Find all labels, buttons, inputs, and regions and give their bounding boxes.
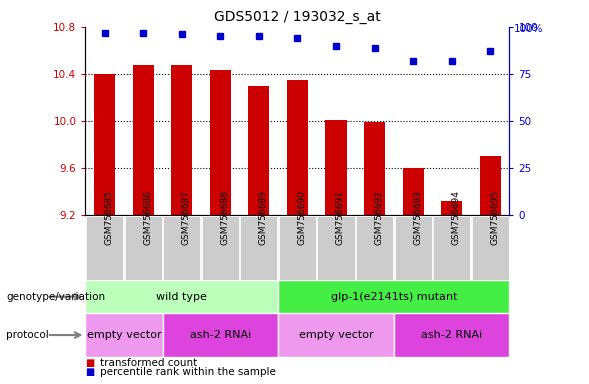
- Bar: [278, 280, 509, 313]
- Text: GSM756692: GSM756692: [375, 190, 383, 245]
- Text: genotype/variation: genotype/variation: [6, 291, 105, 302]
- Text: GSM756685: GSM756685: [105, 190, 114, 245]
- Text: percentile rank within the sample: percentile rank within the sample: [100, 367, 276, 377]
- Bar: [163, 313, 278, 357]
- Bar: [433, 216, 470, 280]
- Bar: [133, 65, 154, 215]
- Bar: [85, 313, 163, 357]
- Bar: [441, 201, 462, 215]
- Text: GSM756691: GSM756691: [336, 190, 345, 245]
- Bar: [249, 86, 270, 215]
- Bar: [364, 122, 385, 215]
- Bar: [395, 216, 432, 280]
- Bar: [202, 216, 239, 280]
- Bar: [402, 168, 423, 215]
- Bar: [394, 313, 509, 357]
- Bar: [356, 216, 393, 280]
- Bar: [86, 216, 123, 280]
- Bar: [240, 216, 277, 280]
- Bar: [317, 216, 355, 280]
- Text: GSM756695: GSM756695: [490, 190, 499, 245]
- Text: ■: ■: [85, 367, 95, 377]
- Text: ■: ■: [85, 358, 95, 368]
- Text: GSM756688: GSM756688: [220, 190, 229, 245]
- Text: GSM756690: GSM756690: [297, 190, 306, 245]
- Text: 100%: 100%: [514, 24, 543, 34]
- Text: empty vector: empty vector: [87, 330, 161, 340]
- Title: GDS5012 / 193032_s_at: GDS5012 / 193032_s_at: [214, 10, 381, 25]
- Text: GSM756694: GSM756694: [452, 190, 461, 245]
- Bar: [171, 65, 193, 215]
- Bar: [279, 216, 316, 280]
- Text: GSM756693: GSM756693: [413, 190, 422, 245]
- Text: glp-1(e2141ts) mutant: glp-1(e2141ts) mutant: [330, 291, 457, 302]
- Text: GSM756686: GSM756686: [143, 190, 152, 245]
- Bar: [163, 216, 200, 280]
- Bar: [287, 80, 308, 215]
- Text: protocol: protocol: [6, 330, 49, 340]
- Text: wild type: wild type: [156, 291, 207, 302]
- Text: ash-2 RNAi: ash-2 RNAi: [190, 330, 251, 340]
- Bar: [85, 280, 278, 313]
- Text: GSM756689: GSM756689: [259, 190, 268, 245]
- Text: GSM756687: GSM756687: [182, 190, 191, 245]
- Text: transformed count: transformed count: [100, 358, 197, 368]
- Bar: [472, 216, 509, 280]
- Bar: [278, 313, 394, 357]
- Bar: [210, 70, 231, 215]
- Bar: [125, 216, 162, 280]
- Text: empty vector: empty vector: [299, 330, 373, 340]
- Bar: [479, 156, 501, 215]
- Bar: [94, 74, 115, 215]
- Text: ash-2 RNAi: ash-2 RNAi: [421, 330, 482, 340]
- Bar: [325, 120, 346, 215]
